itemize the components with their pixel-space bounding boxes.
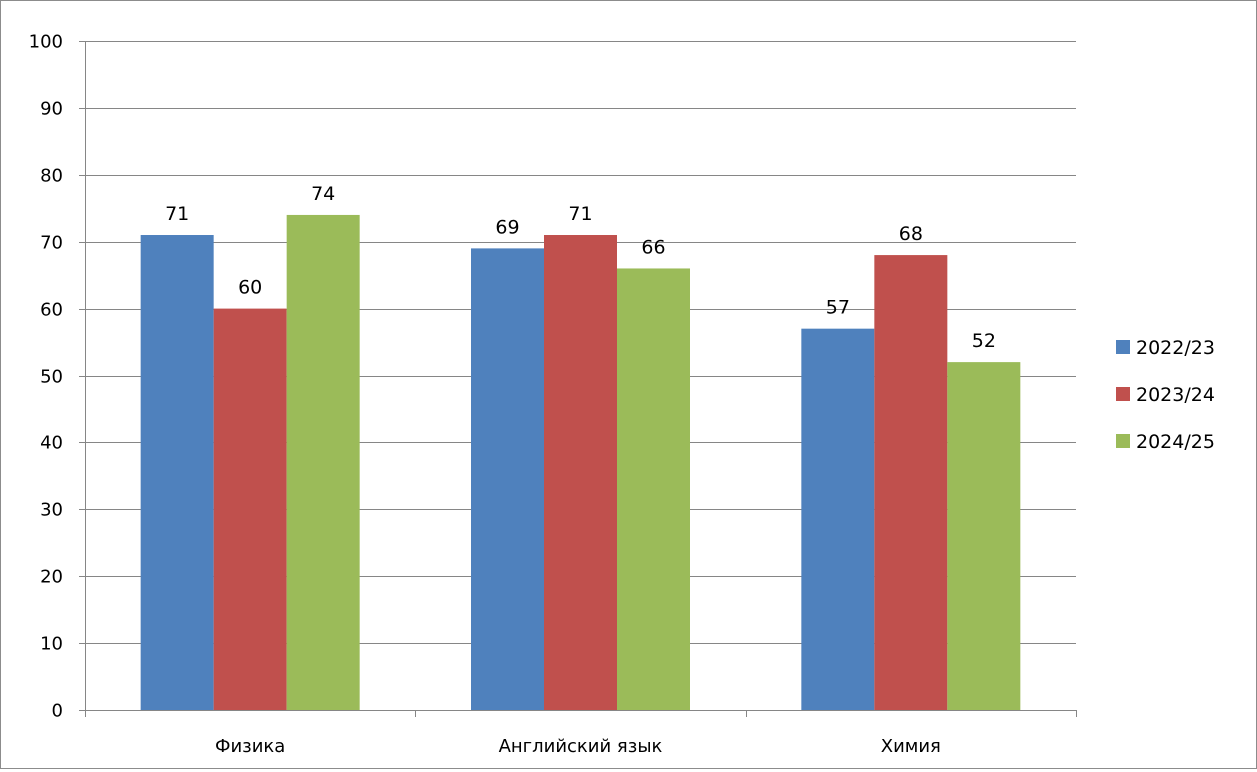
legend-label: 2023/24 xyxy=(1136,384,1215,406)
y-tick-label: 70 xyxy=(40,233,63,254)
bar xyxy=(544,235,617,710)
legend-swatch xyxy=(1116,340,1130,354)
bar xyxy=(140,235,214,710)
y-tick-label: 80 xyxy=(40,166,63,187)
data-label: 74 xyxy=(311,183,335,205)
bar xyxy=(947,362,1021,710)
data-label: 60 xyxy=(238,277,262,299)
y-tick-label: 20 xyxy=(40,567,63,588)
bar xyxy=(874,255,948,710)
data-label: 71 xyxy=(568,203,592,225)
bars xyxy=(140,214,1021,710)
data-label: 52 xyxy=(972,330,996,352)
bar xyxy=(213,308,287,710)
y-tick-label: 10 xyxy=(40,634,63,655)
legend-swatch xyxy=(1116,434,1130,448)
y-tick-label: 60 xyxy=(40,300,63,321)
bar xyxy=(286,214,360,710)
y-tick-label: 0 xyxy=(52,701,63,722)
data-label: 68 xyxy=(899,223,923,245)
y-tick-label: 40 xyxy=(40,433,63,454)
y-tick-label: 30 xyxy=(40,500,63,521)
x-category-label: Английский язык xyxy=(499,736,663,757)
data-label: 66 xyxy=(641,236,665,258)
x-category-label: Физика xyxy=(215,736,285,757)
x-category-label: Химия xyxy=(881,736,941,757)
x-axis xyxy=(85,41,1077,717)
legend-label: 2022/23 xyxy=(1136,337,1215,359)
bar xyxy=(617,268,690,710)
legend-swatch xyxy=(1116,387,1130,401)
y-tick-label: 90 xyxy=(40,99,63,120)
y-tick-label: 100 xyxy=(29,32,63,53)
data-labels: 71 60 74 69 71 66 57 68 52 xyxy=(165,183,996,352)
y-axis-tick-labels: 0 10 20 30 40 50 60 70 80 90 100 xyxy=(29,32,85,722)
legend: 2022/23 2023/24 2024/25 xyxy=(1116,337,1215,453)
data-label: 69 xyxy=(495,216,519,238)
data-label: 57 xyxy=(826,297,850,319)
legend-label: 2024/25 xyxy=(1136,431,1215,453)
x-axis-category-labels: Физика Английский язык Химия xyxy=(215,736,941,757)
y-tick-label: 50 xyxy=(40,367,63,388)
data-label: 71 xyxy=(165,203,189,225)
bar xyxy=(801,328,875,710)
bar xyxy=(471,248,544,710)
